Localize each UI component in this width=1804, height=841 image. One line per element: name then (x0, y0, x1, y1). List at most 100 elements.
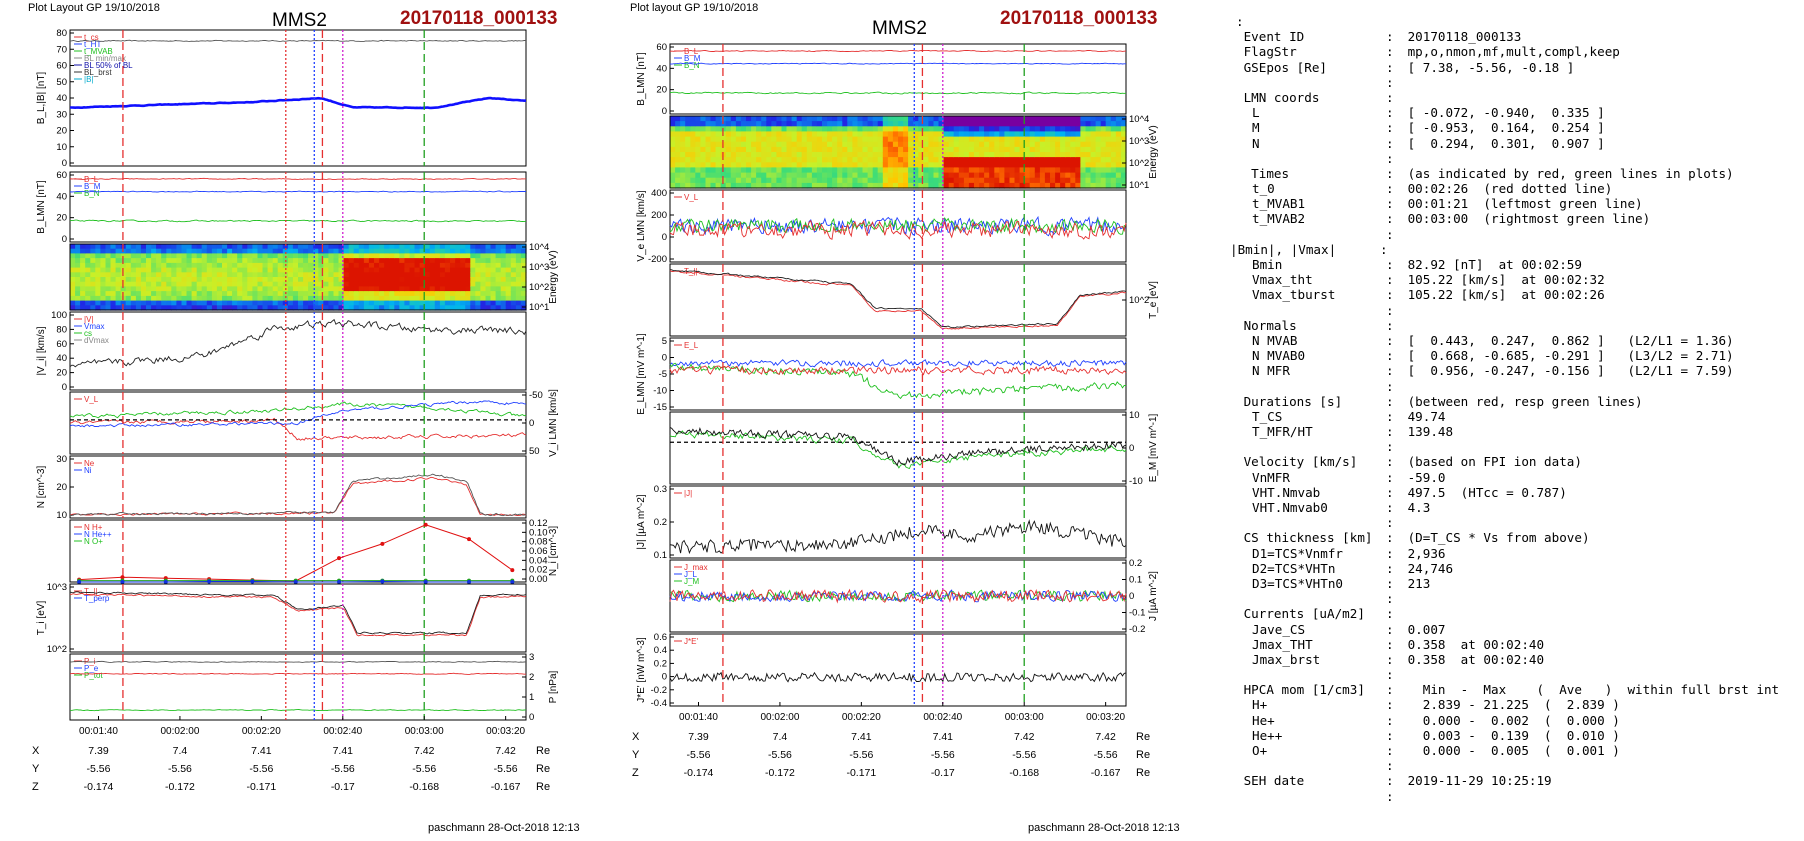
spectrogram-cell (485, 272, 492, 278)
spectrogram-cell (766, 126, 772, 132)
spectrogram-cell (389, 258, 395, 264)
spectrogram-cell (908, 146, 914, 153)
spectrogram-cell (725, 167, 732, 174)
coord-value: 7.42 (414, 745, 435, 757)
spectrogram-cell (181, 295, 188, 302)
spectrogram-cell (690, 126, 696, 132)
spectrogram-cell (705, 126, 712, 132)
spectrogram-cell (105, 291, 112, 297)
spectrogram-cell (358, 295, 365, 302)
spectrogram-cell (227, 281, 233, 287)
coord-value: -5.56 (687, 749, 711, 761)
spectrogram-cell (95, 305, 101, 311)
spectrogram-cell (409, 272, 416, 278)
spectrogram-cell (968, 131, 975, 138)
spectrogram-cell (1014, 116, 1021, 122)
spectrogram-cell (237, 291, 243, 297)
spectrogram-cell (520, 253, 527, 259)
info-colon: : (1386, 545, 1394, 561)
spectrogram-cell (766, 131, 772, 138)
spectrogram-cell (460, 305, 466, 311)
spectrogram-cell (242, 253, 248, 259)
legend-label: t_cs (84, 33, 99, 42)
spectrogram-cell (374, 286, 380, 292)
spectrogram-cell (191, 291, 198, 297)
spectrogram-cell (70, 258, 76, 264)
spectrogram-cell (953, 152, 960, 158)
spectrogram-cell (287, 272, 294, 278)
spectrogram-cell (247, 244, 253, 250)
spectrogram-cell (857, 141, 864, 148)
hpca-point (467, 580, 471, 584)
spectrogram-cell (867, 116, 874, 122)
spectrogram-cell (761, 126, 767, 132)
spectrogram-cell (439, 300, 446, 306)
spectrogram-cell (328, 281, 335, 287)
spectrogram-cell (460, 272, 466, 278)
info-row: D1=TCS*Vnmfr: 2,936 (1236, 546, 1779, 561)
spectrogram-cell (1105, 126, 1112, 132)
spectrogram-cell (1055, 131, 1061, 138)
spectrogram-cell (201, 281, 208, 287)
spectrogram-cell (816, 152, 823, 158)
spectrogram-cell (999, 131, 1005, 138)
y-axis-label: P [nPa] (548, 670, 559, 703)
spectrogram-cell (379, 300, 385, 306)
spectrogram-cell (353, 277, 360, 283)
spectrogram-cell (968, 121, 975, 127)
spectrogram-cell (913, 121, 919, 127)
info-colon: : (1386, 44, 1394, 60)
spectrogram-cell (1115, 116, 1122, 122)
spectrogram-cell (115, 300, 122, 306)
spectrogram-cell (368, 305, 375, 311)
spectrogram-cell (908, 167, 914, 174)
spectrogram-cell (735, 121, 742, 127)
spectrogram-cell (257, 244, 264, 250)
spectrogram-cell (710, 121, 717, 127)
spectrogram-cell (186, 281, 193, 287)
spectrogram-cell (252, 272, 259, 278)
spectrogram-cell (252, 267, 259, 273)
spectrogram-cell (740, 116, 747, 122)
spectrogram-cell (201, 291, 208, 297)
spectrogram-cell (303, 253, 309, 259)
spectrogram-cell (125, 244, 132, 250)
spectrogram-cell (791, 116, 798, 122)
spectrogram-cell (751, 177, 757, 184)
spectrogram-cell (958, 157, 965, 163)
spectrogram-cell (1120, 152, 1127, 158)
spectrogram-cell (313, 267, 319, 273)
legend-label: |B| (84, 75, 94, 84)
spectrogram-cell (913, 167, 919, 174)
spectrogram-cell (419, 248, 426, 254)
spectrogram-cell (434, 281, 441, 287)
info-colon: : (1386, 59, 1394, 75)
spectrogram-cell (242, 267, 248, 273)
spectrogram-cell (979, 172, 985, 179)
spectrogram-cell (292, 295, 299, 302)
spectrogram-cell (1100, 126, 1107, 132)
spectrogram-cell (313, 262, 319, 269)
spectrogram-cell (318, 286, 324, 292)
spectrogram-cell (455, 248, 461, 254)
spectrogram-cell (161, 244, 167, 250)
spectrogram-cell (222, 286, 228, 292)
spectrogram-cell (399, 272, 405, 278)
coord-value: -0.17 (931, 767, 955, 779)
spectrogram-cell (419, 244, 426, 250)
spectrogram-cell (520, 248, 527, 254)
spectrogram-cell (429, 277, 436, 283)
spectrogram-cell (125, 277, 132, 283)
spectrogram-cell (363, 272, 370, 278)
spectrogram-cell (1065, 177, 1071, 184)
spectrogram-cell (1080, 157, 1087, 163)
spectrogram-cell (308, 248, 314, 254)
spectrogram-cell (444, 277, 451, 283)
spectrogram-cell (1075, 167, 1081, 174)
spectrogram-cell (832, 182, 838, 189)
spectrogram-cell (227, 262, 233, 269)
spectrogram-cell (146, 286, 152, 292)
spectrogram-cell (105, 248, 112, 254)
spectrogram-cell (801, 131, 808, 138)
spectrogram-cell (801, 172, 808, 179)
